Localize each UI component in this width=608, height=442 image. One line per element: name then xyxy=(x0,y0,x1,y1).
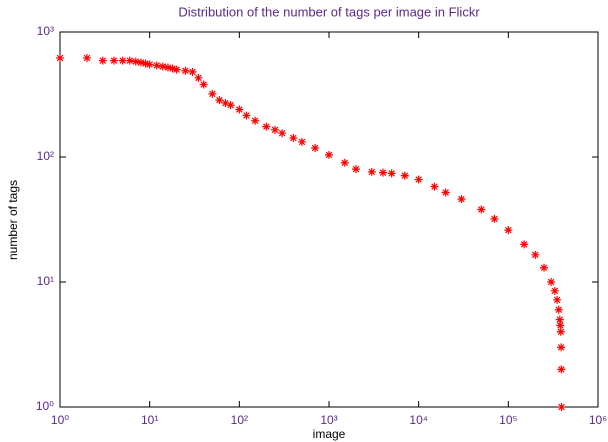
y-tick-label: 10⁰ xyxy=(36,399,54,413)
data-point xyxy=(262,122,271,131)
data-point xyxy=(152,61,161,70)
data-point xyxy=(555,315,564,324)
data-point xyxy=(145,60,154,69)
x-axis-label: image xyxy=(313,427,346,441)
x-tick-label: 10³ xyxy=(320,413,337,427)
data-point xyxy=(550,286,559,295)
data-point xyxy=(199,80,208,89)
data-point xyxy=(441,188,450,197)
data-point xyxy=(242,111,251,120)
data-point xyxy=(540,263,549,272)
data-point xyxy=(520,240,529,249)
data-point xyxy=(311,144,320,153)
data-point xyxy=(556,327,565,336)
data-point xyxy=(168,64,177,73)
data-point xyxy=(271,125,280,134)
x-tick-label: 10⁴ xyxy=(409,413,428,427)
data-point xyxy=(457,195,466,204)
y-tick-label: 10¹ xyxy=(37,274,54,288)
data-point xyxy=(557,343,566,352)
data-point xyxy=(56,53,64,62)
data-point xyxy=(367,167,376,176)
data-point xyxy=(131,57,140,66)
x-tick-label: 10⁶ xyxy=(589,413,607,427)
data-point xyxy=(557,365,566,374)
data-point xyxy=(414,175,423,184)
data-point xyxy=(208,89,217,98)
data-point xyxy=(490,214,499,223)
data-point xyxy=(289,133,298,142)
data-point xyxy=(547,278,556,286)
data-point xyxy=(553,295,562,304)
x-tick-label: 10⁵ xyxy=(499,413,517,427)
data-point xyxy=(136,58,145,67)
y-axis-label: number of tags xyxy=(6,180,20,260)
data-point xyxy=(226,101,235,110)
data-point xyxy=(430,182,439,191)
data-point xyxy=(98,56,107,65)
data-point xyxy=(118,56,127,65)
data-point xyxy=(172,65,181,74)
data-point xyxy=(235,105,244,114)
data-point xyxy=(378,168,387,177)
chart-title: Distribution of the number of tags per i… xyxy=(178,4,480,19)
data-point xyxy=(556,321,565,330)
data-point xyxy=(141,59,150,68)
data-point xyxy=(477,205,486,214)
x-tick-label: 10¹ xyxy=(141,413,158,427)
data-point xyxy=(531,250,540,259)
data-point xyxy=(504,226,513,235)
data-point xyxy=(82,53,91,62)
y-tick-label: 10² xyxy=(37,149,54,163)
data-point xyxy=(387,169,396,178)
y-tick-label: 10³ xyxy=(37,24,54,38)
data-point xyxy=(109,56,118,65)
data-point xyxy=(163,63,172,72)
data-point xyxy=(400,171,409,180)
data-point xyxy=(221,99,230,108)
data-point xyxy=(278,129,287,138)
data-point xyxy=(188,67,197,76)
data-point xyxy=(554,305,563,314)
data-point xyxy=(325,150,333,159)
x-tick-label: 10² xyxy=(231,413,248,427)
data-point xyxy=(194,73,203,82)
data-point xyxy=(351,165,360,174)
x-tick-label: 10⁰ xyxy=(51,413,69,427)
data-point xyxy=(557,403,566,411)
data-point xyxy=(158,62,167,71)
data-point xyxy=(340,158,349,167)
data-point xyxy=(298,137,307,146)
data-point xyxy=(125,56,134,65)
data-point xyxy=(215,96,224,105)
data-point xyxy=(181,66,190,75)
data-point xyxy=(251,116,260,125)
